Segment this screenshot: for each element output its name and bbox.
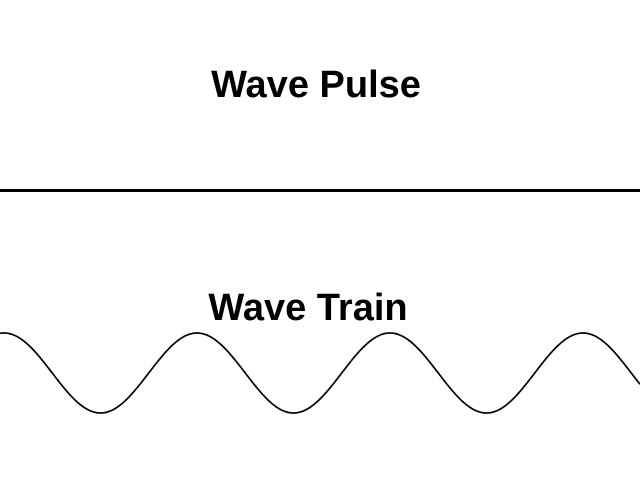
wave-pulse-title: Wave Pulse (211, 64, 421, 106)
wave-train-title: Wave Train (208, 287, 408, 329)
wave-train-curve (0, 332, 640, 414)
